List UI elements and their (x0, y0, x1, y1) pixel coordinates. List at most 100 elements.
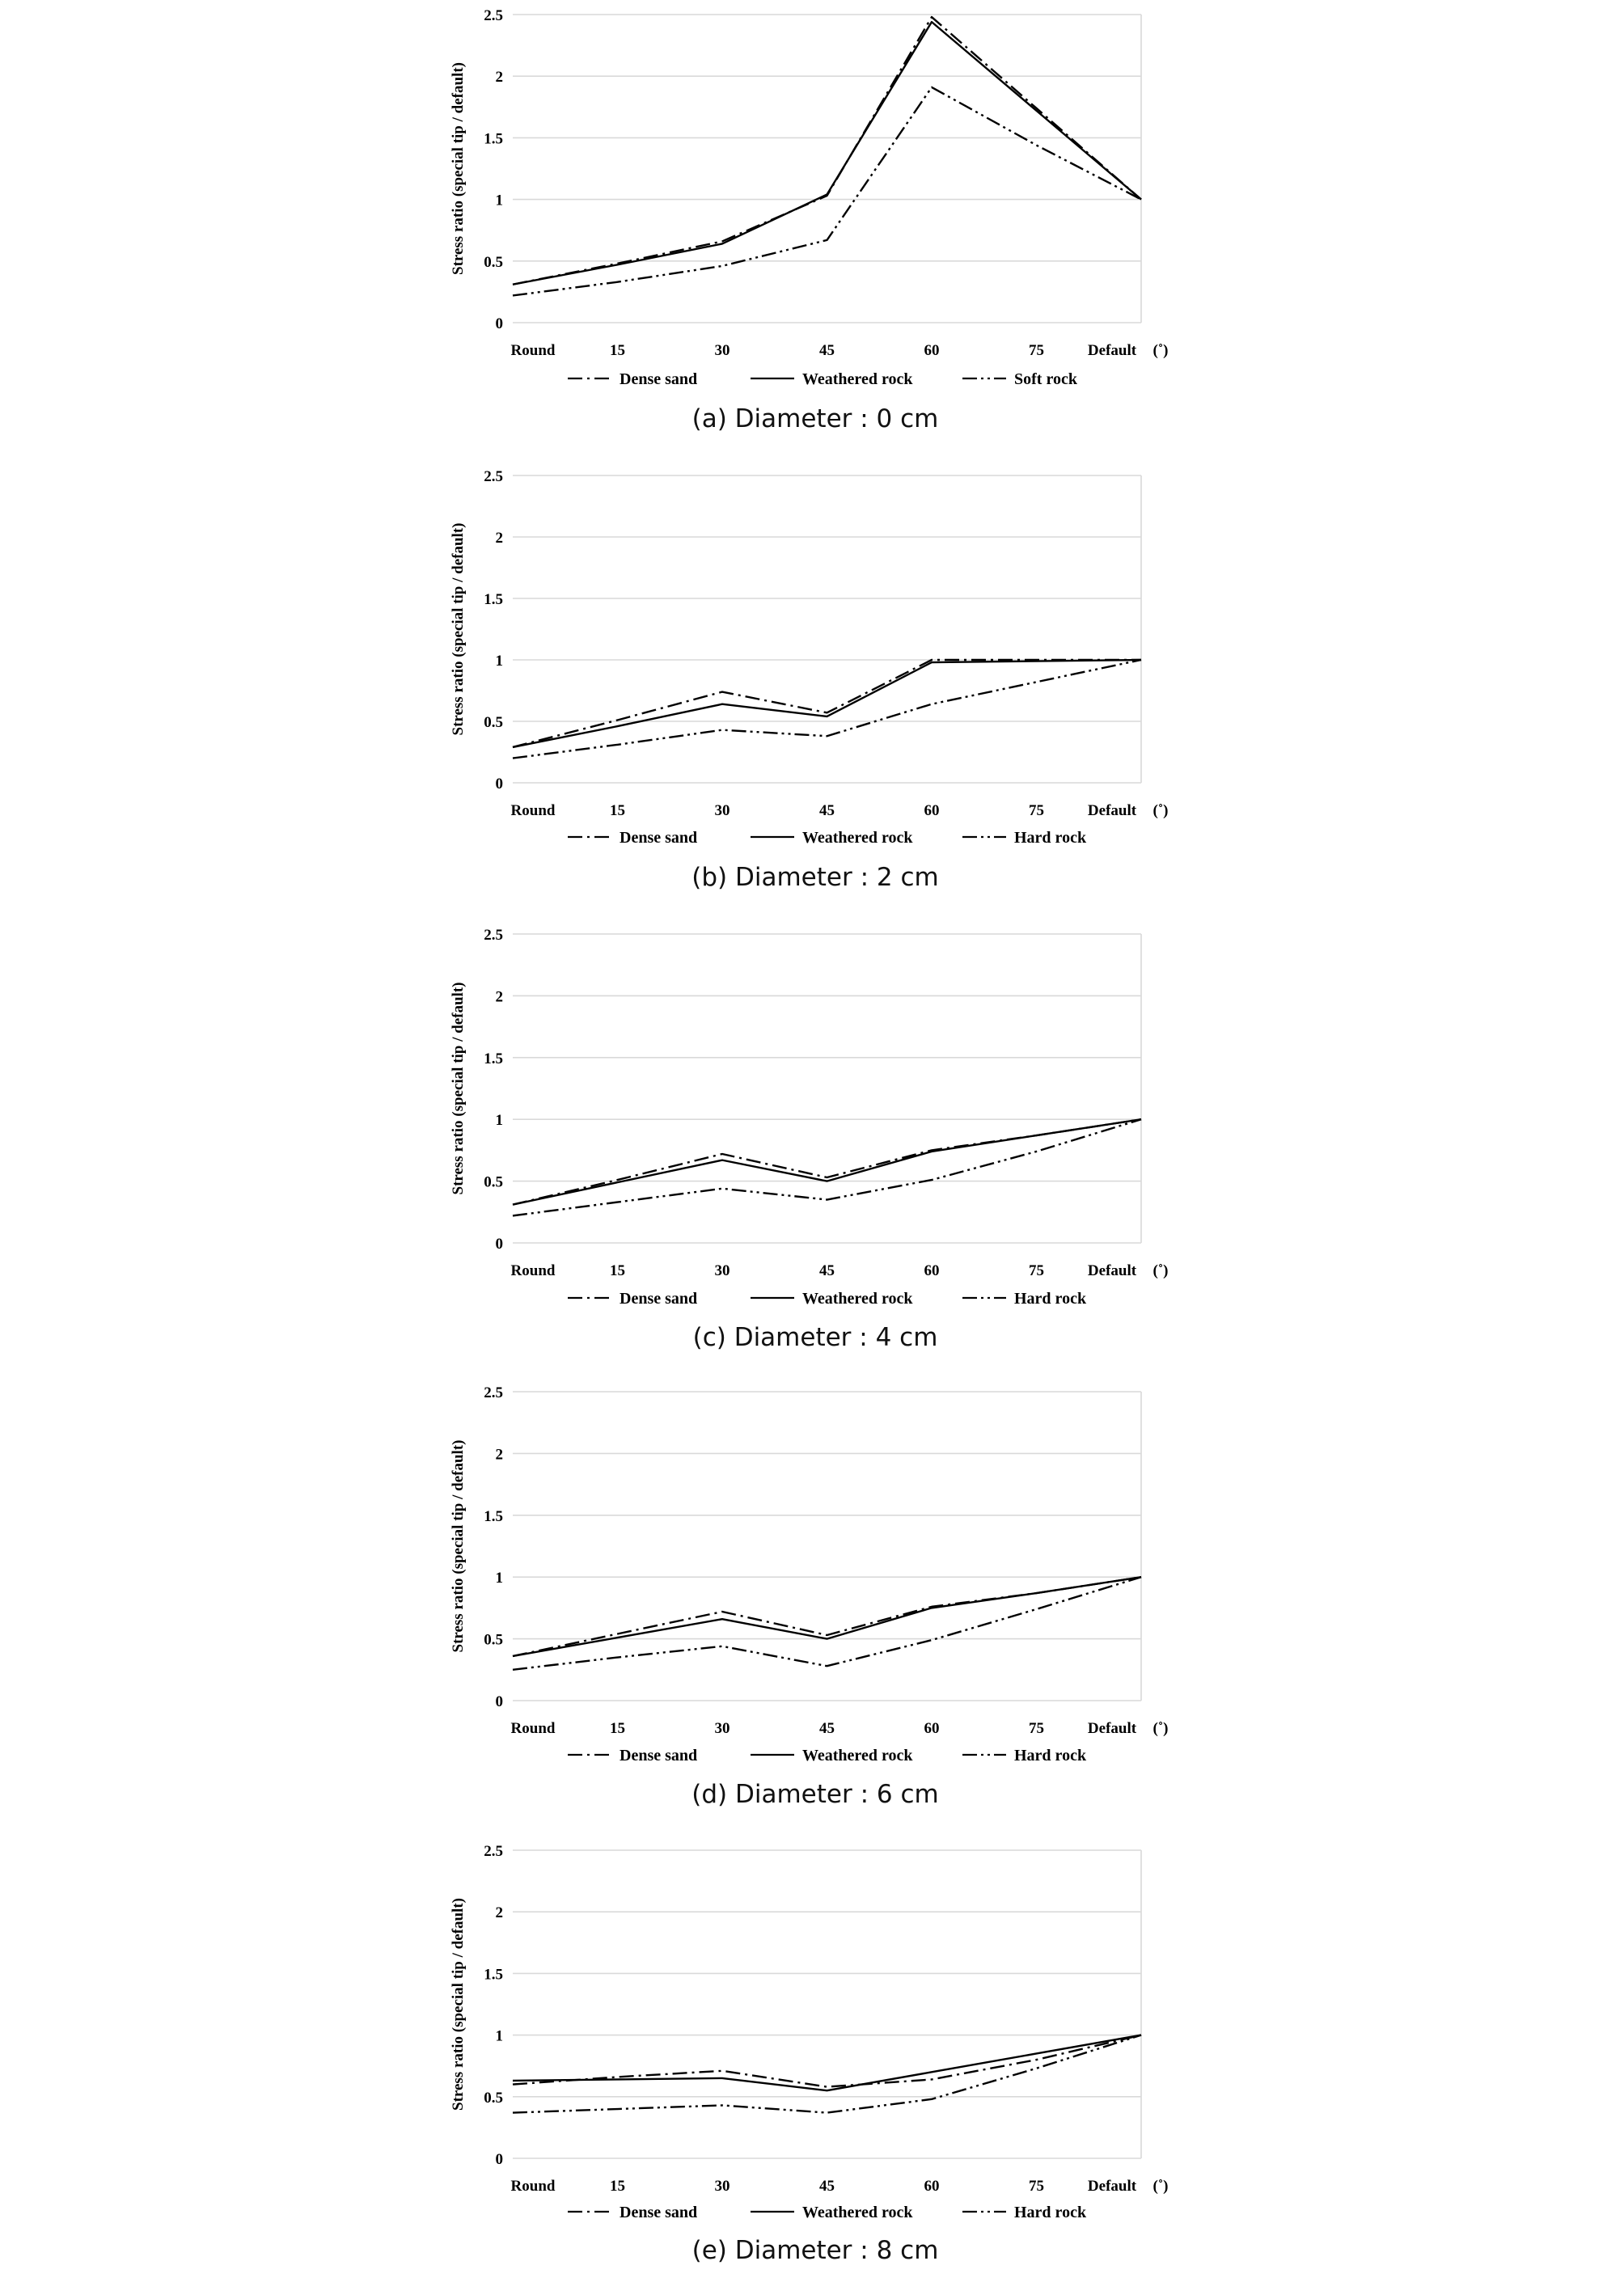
x-unit-label: (˚) (1153, 1262, 1169, 1279)
legend-label: Hard rock (1014, 829, 1087, 847)
series-line-weathered-rock (512, 1576, 1142, 1658)
y-tick-label: 2 (496, 988, 504, 1005)
series-line-dense-sand (512, 658, 1141, 749)
y-tick-label: 2 (496, 1904, 504, 1921)
y-tick-label: 1 (496, 1570, 504, 1587)
chart-panel-2: 0 0.5 1 1.5 2 2.5 Round 15 30 45 60 75 Default (˚) Str… (450, 468, 1168, 892)
panel-caption: (e) Diameter : 8 cm (692, 2236, 939, 2265)
x-tick-label: 15 (610, 1720, 625, 1737)
x-tick-label: Default (1088, 342, 1137, 359)
x-tick-label: 60 (924, 342, 940, 359)
x-tick-label: Default (1088, 1262, 1137, 1279)
x-tick-label: Round (511, 342, 556, 359)
y-tick-label: 0 (496, 1236, 504, 1253)
legend-label: Hard rock (1014, 1290, 1087, 1308)
y-axis-label: Stress ratio (special tip / default) (450, 1440, 467, 1653)
series-line-dense-sand (512, 15, 1142, 285)
x-tick-label: 60 (924, 1262, 940, 1279)
x-tick-label: 75 (1029, 802, 1044, 819)
series-line-dense-sand (512, 1576, 1142, 1658)
y-axis-label: Stress ratio (special tip / default) (450, 523, 467, 736)
y-tick-label: 2.5 (484, 927, 503, 944)
x-tick-label: Default (1088, 1720, 1137, 1737)
panel-caption: (b) Diameter : 2 cm (691, 863, 938, 892)
chart-panel-5: 0 0.5 1 1.5 2 2.5 Round 15 30 45 60 75 Default (˚) Str… (450, 1843, 1168, 2265)
x-tick-label: Default (1088, 802, 1137, 819)
series-line-dense-sand (512, 1118, 1142, 1206)
x-tick-label: 60 (924, 1720, 940, 1737)
y-tick-label: 0 (496, 776, 504, 792)
legend: Dense sand Weathered rock Hard rock (568, 1747, 1087, 1764)
legend-label: Weathered rock (802, 2204, 913, 2221)
y-tick-label: 1.5 (484, 591, 503, 608)
series-line-hard-rock (512, 1576, 1142, 1671)
y-tick-label: 2 (496, 69, 504, 86)
x-tick-label: Default (1088, 2178, 1137, 2195)
legend: Dense sand Weathered rock Hard rock (568, 1290, 1087, 1308)
x-tick-label: Round (511, 1262, 556, 1279)
panel-caption: (a) Diameter : 0 cm (692, 404, 939, 433)
y-tick-label: 0.5 (484, 2090, 503, 2107)
x-tick-label: 15 (610, 342, 625, 359)
y-axis-label: Stress ratio (special tip / default) (450, 983, 467, 1195)
x-unit-label: (˚) (1153, 1720, 1169, 1737)
x-tick-label: 30 (715, 802, 730, 819)
x-tick-label: 30 (715, 1720, 730, 1737)
x-tick-label: 75 (1029, 1262, 1044, 1279)
x-tick-label: 45 (819, 1262, 835, 1279)
x-unit-label: (˚) (1153, 2178, 1169, 2195)
y-tick-label: 1.5 (484, 130, 503, 147)
x-tick-label: Round (511, 1720, 556, 1737)
y-tick-label: 1 (496, 1112, 504, 1129)
legend: Dense sand Weathered rock Hard rock (568, 829, 1087, 847)
legend-label: Weathered rock (802, 1290, 913, 1308)
x-tick-label: 45 (819, 1720, 835, 1737)
x-tick-label: 75 (1029, 2178, 1044, 2195)
chart-panel-4: 0 0.5 1 1.5 2 2.5 Round 15 30 45 60 75 Default (˚) Str… (450, 1384, 1168, 1809)
x-tick-label: 60 (924, 802, 940, 819)
x-tick-label: 15 (610, 2178, 625, 2195)
legend-label: Hard rock (1014, 1747, 1087, 1764)
y-tick-label: 1 (496, 653, 504, 670)
y-axis-label: Stress ratio (special tip / default) (450, 1898, 467, 2111)
x-tick-label: 30 (715, 2178, 730, 2195)
series-line-hard-rock (512, 658, 1142, 759)
legend-label: Weathered rock (802, 1747, 913, 1764)
x-unit-label: (˚) (1153, 802, 1169, 819)
x-tick-label: 15 (610, 802, 625, 819)
y-tick-label: 2 (496, 530, 504, 547)
y-tick-label: 1.5 (484, 1966, 503, 1983)
legend-label: Dense sand (620, 829, 697, 847)
y-tick-label: 2.5 (484, 1843, 503, 1860)
x-tick-label: 45 (819, 342, 835, 359)
legend-label: Dense sand (620, 1747, 697, 1764)
x-tick-label: 45 (819, 2178, 835, 2195)
x-unit-label: (˚) (1153, 342, 1169, 359)
y-tick-label: 0.5 (484, 1174, 503, 1191)
panel-caption: (d) Diameter : 6 cm (691, 1780, 938, 1809)
y-tick-label: 0 (496, 315, 504, 332)
x-tick-label: 60 (924, 2178, 940, 2195)
x-tick-label: 45 (819, 802, 835, 819)
y-tick-label: 0 (496, 2151, 504, 2168)
x-tick-label: 75 (1029, 1720, 1044, 1737)
series-line-weathered-rock (512, 20, 1142, 285)
y-tick-label: 1.5 (484, 1050, 503, 1067)
y-axis-label: Stress ratio (special tip / default) (450, 62, 467, 275)
y-tick-label: 1 (496, 192, 504, 209)
legend-label: Weathered rock (802, 829, 913, 847)
y-tick-label: 0.5 (484, 1632, 503, 1649)
x-tick-label: Round (511, 2178, 556, 2195)
y-tick-label: 2.5 (484, 468, 503, 485)
x-tick-label: 30 (715, 342, 730, 359)
chart-panel-3: 0 0.5 1 1.5 2 2.5 Round 15 30 45 60 75 Default (˚) Str… (450, 927, 1168, 1352)
x-tick-label: 75 (1029, 342, 1044, 359)
series-line-weathered-rock (512, 658, 1142, 749)
x-tick-label: 15 (610, 1262, 625, 1279)
y-tick-label: 0 (496, 1693, 504, 1710)
x-tick-label: 30 (715, 1262, 730, 1279)
panel-caption: (c) Diameter : 4 cm (693, 1323, 938, 1352)
y-tick-label: 2.5 (484, 1384, 503, 1401)
legend-label: Dense sand (620, 370, 697, 388)
